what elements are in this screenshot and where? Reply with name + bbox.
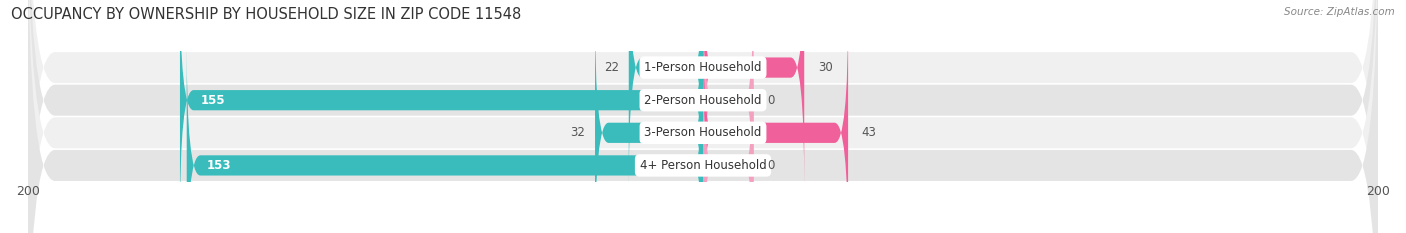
FancyBboxPatch shape [180, 0, 703, 221]
Text: 22: 22 [603, 61, 619, 74]
FancyBboxPatch shape [28, 0, 1378, 233]
Text: 3-Person Household: 3-Person Household [644, 126, 762, 139]
FancyBboxPatch shape [28, 0, 1378, 233]
Text: 0: 0 [768, 94, 775, 107]
FancyBboxPatch shape [703, 45, 754, 233]
Text: OCCUPANCY BY OWNERSHIP BY HOUSEHOLD SIZE IN ZIP CODE 11548: OCCUPANCY BY OWNERSHIP BY HOUSEHOLD SIZE… [11, 7, 522, 22]
Text: 153: 153 [207, 159, 232, 172]
Text: 2-Person Household: 2-Person Household [644, 94, 762, 107]
FancyBboxPatch shape [628, 0, 703, 188]
Text: Source: ZipAtlas.com: Source: ZipAtlas.com [1284, 7, 1395, 17]
FancyBboxPatch shape [703, 12, 848, 233]
Text: 32: 32 [569, 126, 585, 139]
FancyBboxPatch shape [28, 0, 1378, 233]
Text: 0: 0 [768, 159, 775, 172]
Text: 30: 30 [818, 61, 832, 74]
FancyBboxPatch shape [28, 0, 1378, 233]
Text: 155: 155 [200, 94, 225, 107]
Text: 4+ Person Household: 4+ Person Household [640, 159, 766, 172]
Text: 1-Person Household: 1-Person Household [644, 61, 762, 74]
FancyBboxPatch shape [703, 0, 754, 221]
FancyBboxPatch shape [595, 12, 703, 233]
FancyBboxPatch shape [187, 45, 703, 233]
FancyBboxPatch shape [703, 0, 804, 188]
Text: 43: 43 [862, 126, 876, 139]
